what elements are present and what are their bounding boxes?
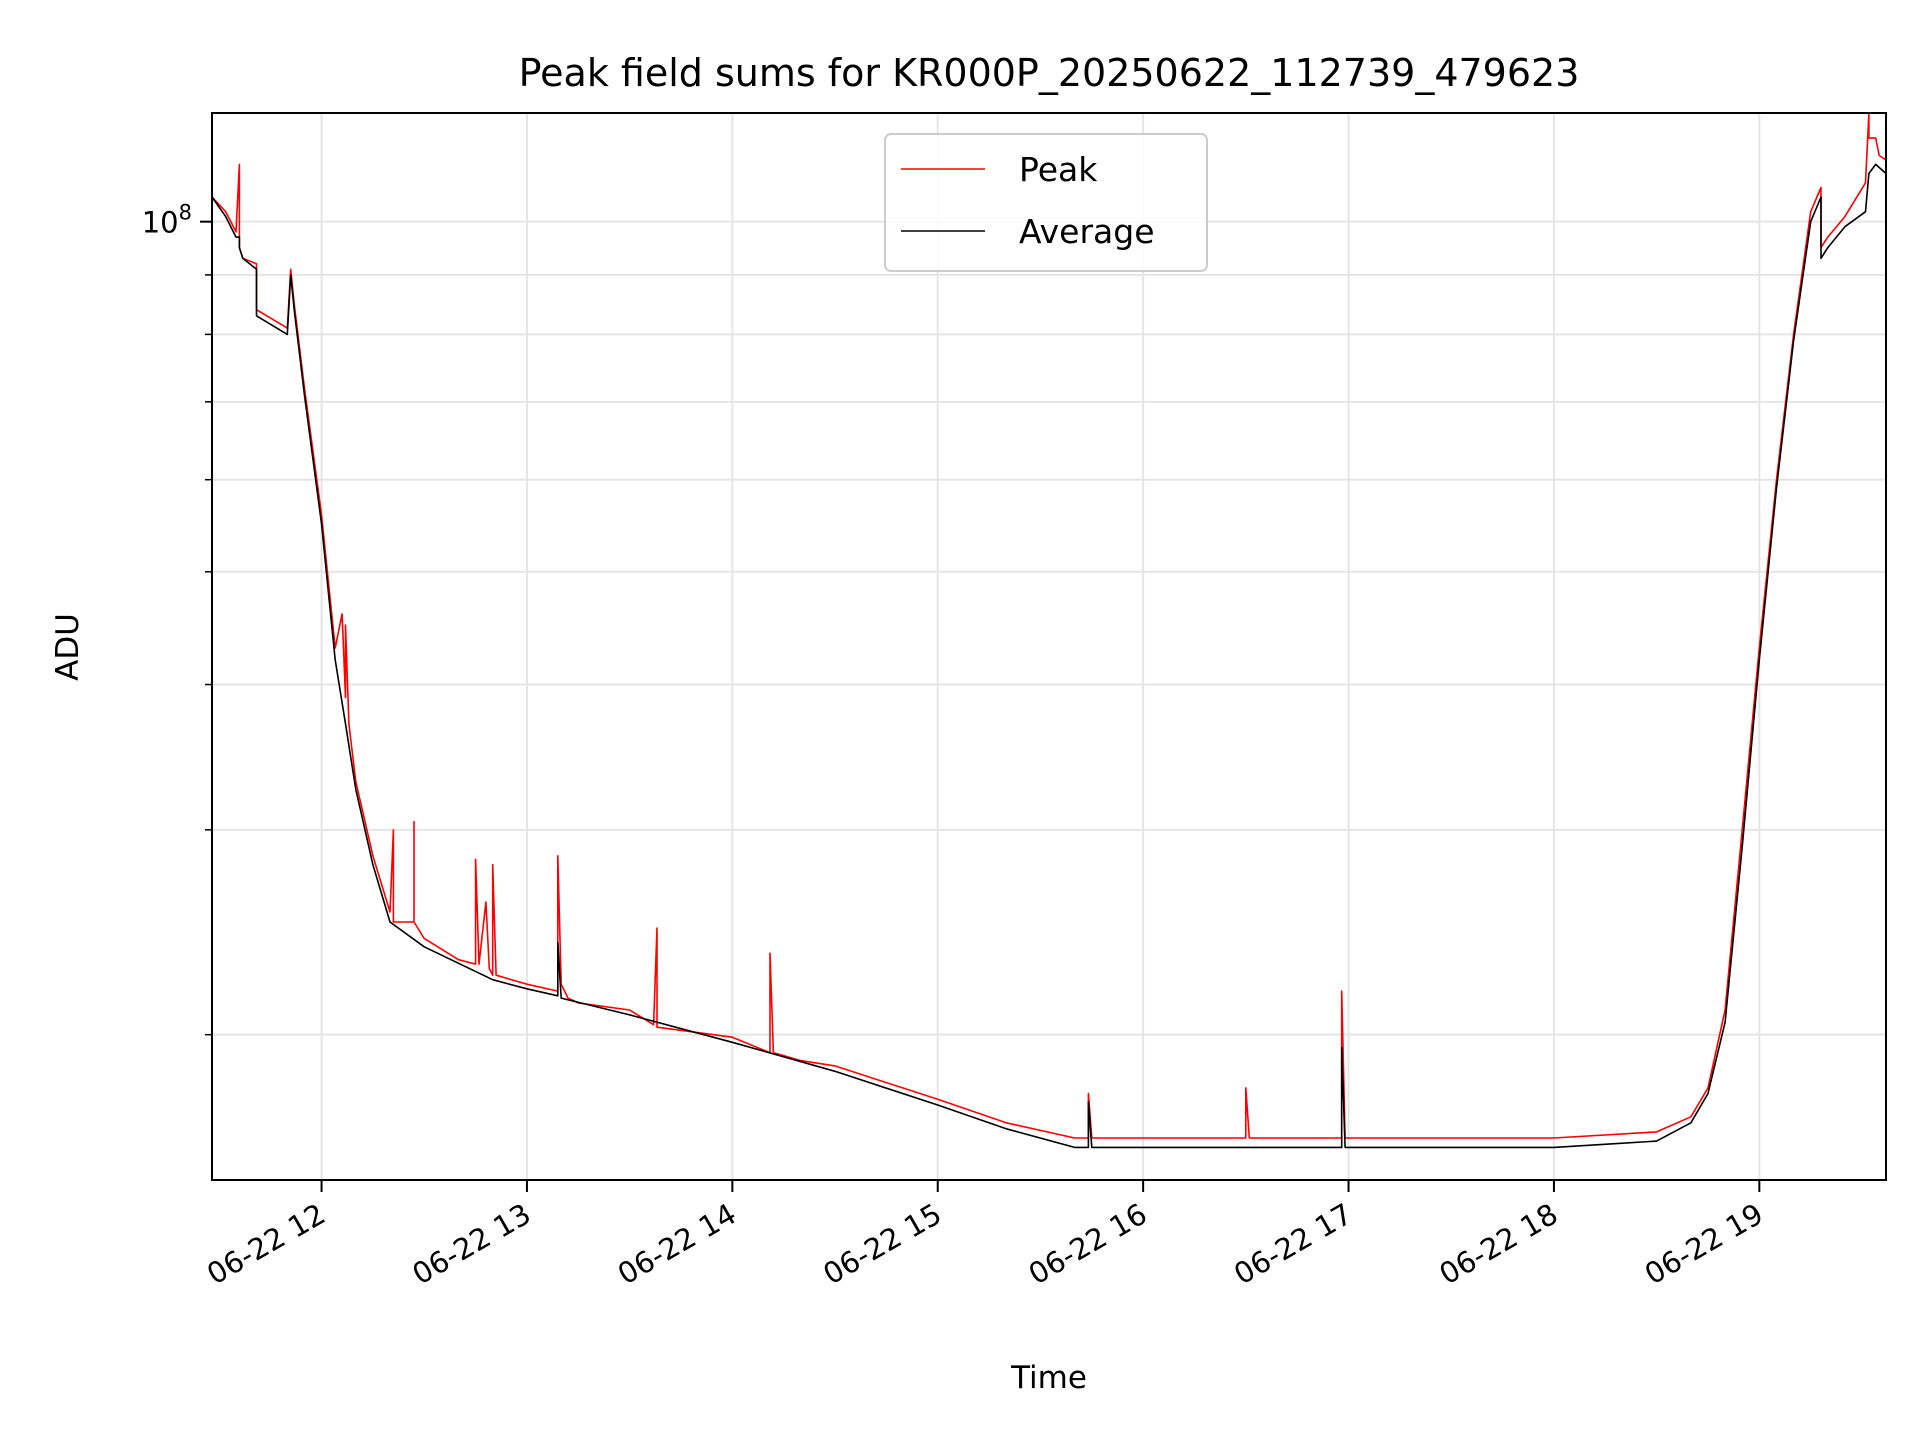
legend: Peak Average [884, 133, 1208, 272]
x-axis-label: Time [1010, 1360, 1087, 1396]
grid-lines [212, 113, 1886, 1180]
series-line-average [211, 163, 1887, 1149]
series-lines [211, 112, 1887, 1149]
plot-frame [211, 112, 1887, 1181]
y-tick-label: 108 [142, 201, 192, 240]
y-axis-label: ADU [50, 613, 86, 681]
legend-peak-label: Peak [1019, 150, 1098, 189]
chart-title: Peak field sums for KR000P_20250622_1127… [519, 51, 1580, 95]
legend-box [884, 133, 1208, 272]
legend-average-label: Average [1019, 212, 1155, 251]
series-line-peak [211, 112, 1887, 1139]
